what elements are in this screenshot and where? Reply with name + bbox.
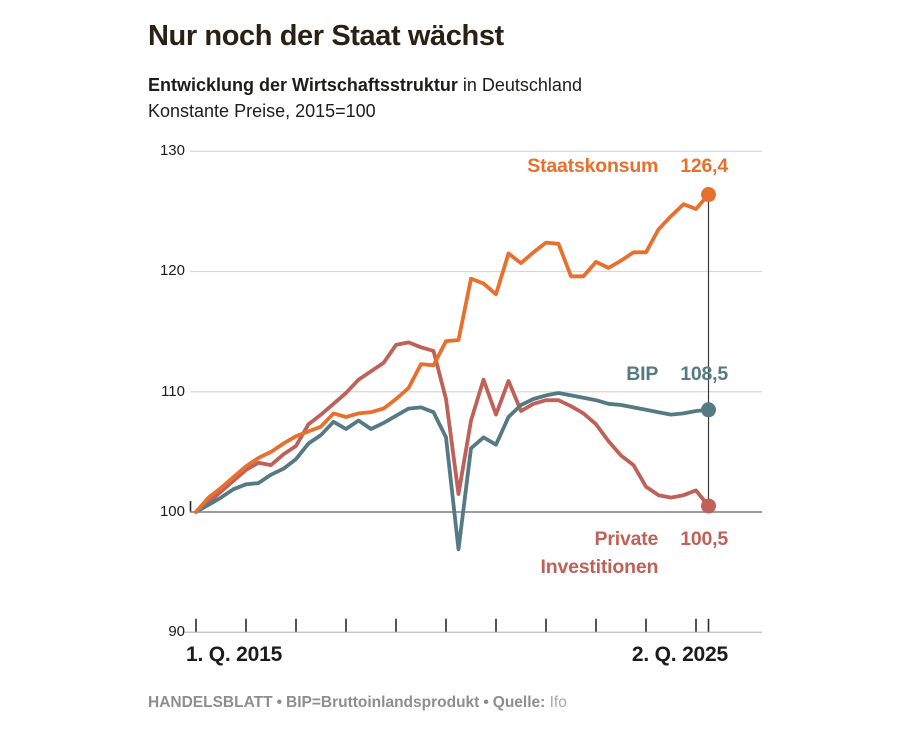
series-value-bip: 108,5 <box>680 363 728 385</box>
y-axis-label-90: 90 <box>168 623 185 640</box>
series-line-staatskonsum <box>194 192 711 514</box>
series-label-private-investitionen: Private Investitionen 100,5 <box>400 525 729 581</box>
chart-subtitle: Entwicklung der Wirtschaftsstruktur in D… <box>148 72 788 124</box>
x-axis-label-end: 2. Q. 2025 <box>631 643 728 666</box>
series-name-staatskonsum: Staatskonsum <box>527 155 659 177</box>
footer-source-label: Quelle: <box>492 694 546 711</box>
series-label-staatskonsum: Staatskonsum 126,4 <box>400 155 728 178</box>
y-axis-label-100: 100 <box>159 503 185 520</box>
series-line-private-investitionen <box>194 340 711 514</box>
series-end-dot-staatskonsum <box>701 187 716 203</box>
footer-note: BIP=Bruttoinlandsprodukt <box>286 694 480 711</box>
y-axis-label-130: 130 <box>159 142 185 159</box>
y-axis-label-110: 110 <box>161 383 185 400</box>
footer-separator-1: • <box>276 694 282 711</box>
subtitle-line2: Konstante Preise, 2015=100 <box>148 101 376 121</box>
x-axis-label-start: 1. Q. 2015 <box>186 643 283 666</box>
series-line-bip <box>194 391 711 552</box>
footer-separator-2: • <box>483 694 489 711</box>
series-end-dot-private-investitionen <box>701 498 716 514</box>
y-axis-label-120: 120 <box>159 262 185 279</box>
series-name-bip: BIP <box>626 363 659 385</box>
series-value-private-investitionen: 100,5 <box>680 528 728 550</box>
private-name-line1: Private <box>594 528 659 550</box>
footer-brand: HANDELSBLATT <box>148 694 273 711</box>
private-name-line2: Investitionen <box>540 556 659 578</box>
series-value-staatskonsum: 126,4 <box>680 155 728 177</box>
subtitle-regular-text: in Deutschland <box>457 75 582 95</box>
subtitle-bold-text: Entwicklung der Wirtschaftsstruktur <box>148 75 458 95</box>
subtitle-line1: Entwicklung der Wirtschaftsstruktur in D… <box>148 72 788 98</box>
source-line: HANDELSBLATT • BIP=Bruttoinlandsprodukt • Qu… <box>148 694 848 712</box>
series-name-private-investitionen: Private Investitionen <box>541 525 659 581</box>
footer-source: Ifo <box>549 694 567 711</box>
series-end-dot-bip <box>701 402 716 418</box>
series-label-bip: BIP 108,5 <box>400 363 728 386</box>
page-title: Nur noch der Staat wächst <box>148 20 504 52</box>
